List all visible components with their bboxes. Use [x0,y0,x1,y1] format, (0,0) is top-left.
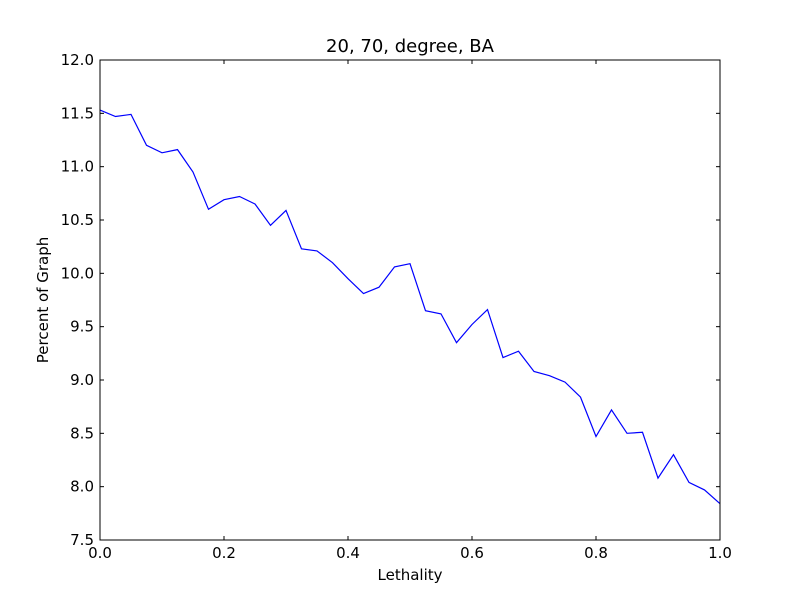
y-tick-label: 11.5 [61,104,94,122]
y-tick-label: 9.0 [70,371,94,389]
x-tick-label: 0.6 [460,544,484,562]
y-tick-label: 12.0 [61,51,94,69]
y-tick-label: 10.0 [61,264,94,282]
y-tick-label: 11.0 [61,158,94,176]
x-tick-label: 0.2 [212,544,236,562]
y-axis-label: Percent of Graph [34,237,52,363]
y-tick-label: 8.5 [70,424,94,442]
x-tick-label: 0.8 [584,544,608,562]
chart-title: 20, 70, degree, BA [326,36,495,57]
x-axis-label: Lethality [378,566,443,584]
x-tick-label: 0.4 [336,544,360,562]
y-tick-label: 9.5 [70,318,94,336]
y-tick-label: 8.0 [70,478,94,496]
y-tick-label: 10.5 [61,211,94,229]
y-tick-label: 7.5 [70,531,94,549]
x-tick-label: 1.0 [708,544,732,562]
